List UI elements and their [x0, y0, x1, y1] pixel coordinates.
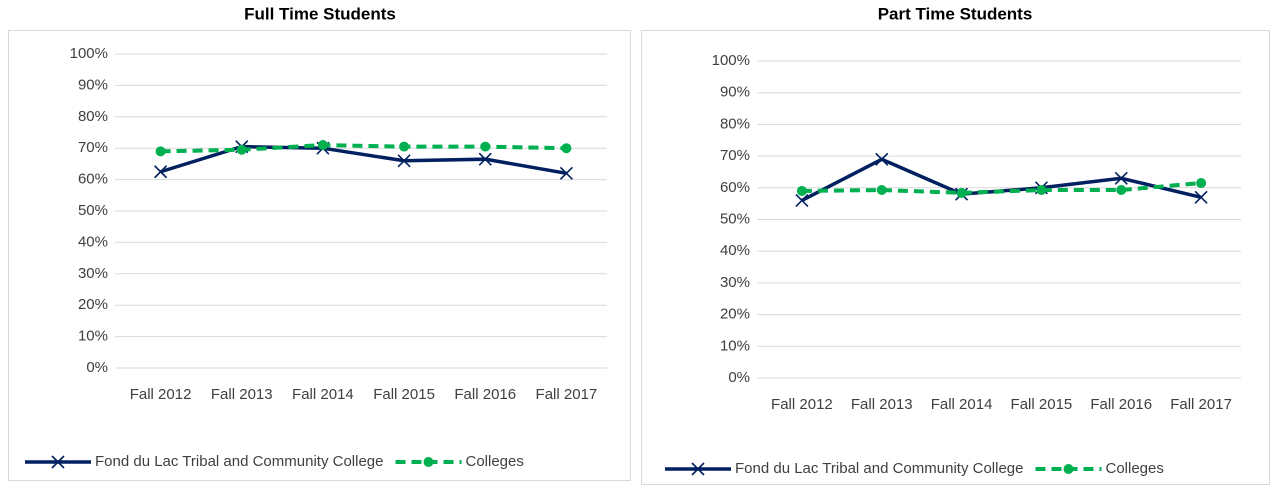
legend-label: Colleges [466, 453, 524, 470]
x-tick-label: Fall 2012 [771, 396, 833, 413]
legend-marker [51, 455, 65, 469]
y-tick-label: 90% [78, 76, 108, 93]
y-tick-label: 0% [728, 369, 750, 386]
legend-label: Fond du Lac Tribal and Community College [735, 460, 1024, 477]
marker [317, 140, 328, 151]
y-tick-label: 30% [720, 274, 750, 291]
series-line [160, 143, 567, 154]
chart-title: Full Time Students [244, 4, 396, 23]
marker [956, 187, 967, 198]
y-tick-label: 100% [70, 45, 108, 62]
x-tick-label: Fall 2017 [536, 386, 598, 403]
series-line [160, 144, 567, 176]
y-tick-label: 70% [78, 139, 108, 156]
legend-label: Colleges [1106, 460, 1164, 477]
x-tick-label: Fall 2017 [1170, 396, 1232, 413]
chart-frame [8, 30, 631, 481]
y-tick-label: 10% [78, 328, 108, 345]
x-tick-label: Fall 2015 [373, 386, 435, 403]
marker [1114, 171, 1128, 185]
marker [236, 144, 247, 155]
y-tick-label: 0% [86, 359, 108, 376]
y-tick-label: 10% [720, 337, 750, 354]
marker [561, 143, 572, 154]
marker [399, 141, 410, 152]
marker [155, 146, 166, 157]
y-tick-label: 20% [720, 306, 750, 323]
x-tick-label: Fall 2012 [130, 386, 192, 403]
legend-label: Fond du Lac Tribal and Community College [95, 453, 384, 470]
x-tick-label: Fall 2014 [931, 396, 993, 413]
y-tick-label: 60% [720, 179, 750, 196]
x-tick-label: Fall 2013 [211, 386, 273, 403]
y-tick-label: 50% [78, 202, 108, 219]
marker [875, 152, 889, 166]
y-tick-label: 40% [720, 242, 750, 259]
y-tick-label: 30% [78, 265, 108, 282]
x-tick-label: Fall 2014 [292, 386, 354, 403]
marker [1196, 178, 1207, 189]
marker [154, 165, 168, 179]
chart-frame [641, 30, 1270, 485]
x-tick-label: Fall 2013 [851, 396, 913, 413]
x-tick-label: Fall 2016 [1090, 396, 1152, 413]
legend-marker [1063, 464, 1074, 474]
y-tick-label: 50% [720, 210, 750, 227]
marker [795, 193, 809, 208]
y-tick-label: 100% [712, 52, 750, 69]
y-tick-label: 40% [78, 233, 108, 250]
x-tick-label: Fall 2015 [1011, 396, 1073, 413]
marker [1036, 185, 1047, 196]
legend-marker [423, 457, 434, 467]
series-line [801, 157, 1202, 203]
marker [480, 141, 491, 152]
marker [397, 154, 411, 168]
x-tick-label: Fall 2016 [454, 386, 516, 403]
marker [478, 152, 492, 166]
y-tick-label: 90% [720, 84, 750, 101]
chart-title: Part Time Students [878, 4, 1033, 23]
series-line [801, 181, 1202, 195]
marker [796, 185, 807, 196]
y-tick-label: 70% [720, 147, 750, 164]
y-tick-label: 80% [720, 115, 750, 132]
marker [559, 166, 573, 180]
y-tick-label: 60% [78, 171, 108, 188]
y-tick-label: 20% [78, 296, 108, 313]
marker [1194, 190, 1208, 204]
marker [1116, 185, 1127, 196]
legend-marker [691, 462, 705, 476]
y-tick-label: 80% [78, 108, 108, 125]
marker [876, 185, 887, 196]
